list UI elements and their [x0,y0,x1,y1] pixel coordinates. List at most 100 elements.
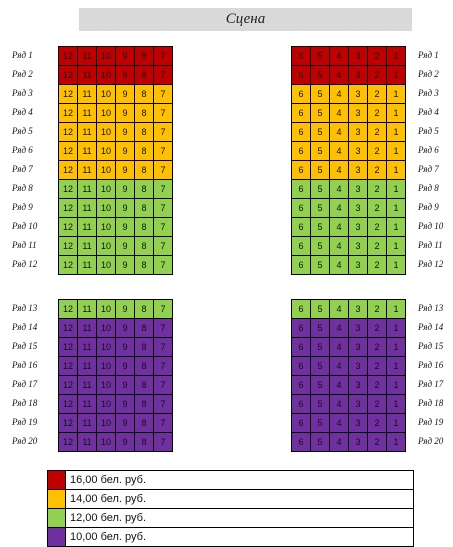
seat[interactable]: 10 [97,300,116,319]
seat[interactable]: 5 [311,218,330,237]
seat[interactable]: 1 [387,142,406,161]
seat[interactable]: 4 [330,218,349,237]
seat[interactable]: 4 [330,47,349,66]
seat[interactable]: 3 [349,47,368,66]
seat[interactable]: 9 [116,142,135,161]
seat[interactable]: 11 [78,357,97,376]
seat[interactable]: 1 [387,237,406,256]
seat[interactable]: 3 [349,376,368,395]
seat[interactable]: 11 [78,104,97,123]
seat[interactable]: 7 [154,395,173,414]
seat[interactable]: 7 [154,47,173,66]
seat[interactable]: 10 [97,338,116,357]
seat[interactable]: 2 [368,357,387,376]
seat[interactable]: 5 [311,357,330,376]
seat[interactable]: 9 [116,376,135,395]
seat[interactable]: 3 [349,256,368,275]
seat[interactable]: 1 [387,66,406,85]
seat[interactable]: 5 [311,104,330,123]
seat[interactable]: 7 [154,142,173,161]
seat[interactable]: 10 [97,433,116,452]
seat[interactable]: 2 [368,218,387,237]
seat[interactable]: 6 [292,237,311,256]
seat[interactable]: 8 [135,104,154,123]
seat[interactable]: 9 [116,237,135,256]
seat[interactable]: 10 [97,142,116,161]
seat[interactable]: 7 [154,300,173,319]
seat[interactable]: 11 [78,180,97,199]
seat[interactable]: 6 [292,47,311,66]
seat[interactable]: 1 [387,395,406,414]
seat[interactable]: 7 [154,199,173,218]
seat[interactable]: 1 [387,256,406,275]
seat[interactable]: 6 [292,199,311,218]
seat[interactable]: 10 [97,414,116,433]
seat[interactable]: 11 [78,338,97,357]
seat[interactable]: 3 [349,338,368,357]
seat[interactable]: 12 [59,123,78,142]
seat[interactable]: 7 [154,180,173,199]
seat[interactable]: 2 [368,123,387,142]
seat[interactable]: 9 [116,357,135,376]
seat[interactable]: 7 [154,104,173,123]
seat[interactable]: 8 [135,123,154,142]
seat[interactable]: 4 [330,319,349,338]
seat[interactable]: 2 [368,66,387,85]
seat[interactable]: 12 [59,85,78,104]
seat[interactable]: 7 [154,256,173,275]
seat[interactable]: 1 [387,338,406,357]
seat[interactable]: 2 [368,338,387,357]
seat[interactable]: 12 [59,300,78,319]
seat[interactable]: 1 [387,376,406,395]
seat[interactable]: 7 [154,218,173,237]
seat[interactable]: 1 [387,161,406,180]
seat[interactable]: 10 [97,237,116,256]
seat[interactable]: 8 [135,66,154,85]
seat[interactable]: 9 [116,161,135,180]
seat[interactable]: 8 [135,395,154,414]
seat[interactable]: 7 [154,85,173,104]
seat[interactable]: 8 [135,256,154,275]
seat[interactable]: 5 [311,66,330,85]
seat[interactable]: 10 [97,123,116,142]
seat[interactable]: 11 [78,218,97,237]
seat[interactable]: 5 [311,395,330,414]
seat[interactable]: 3 [349,85,368,104]
seat[interactable]: 10 [97,66,116,85]
seat[interactable]: 4 [330,142,349,161]
seat[interactable]: 10 [97,256,116,275]
seat[interactable]: 9 [116,414,135,433]
seat[interactable]: 6 [292,66,311,85]
seat[interactable]: 10 [97,85,116,104]
seat[interactable]: 4 [330,104,349,123]
seat[interactable]: 6 [292,104,311,123]
seat[interactable]: 11 [78,47,97,66]
seat[interactable]: 12 [59,180,78,199]
seat[interactable]: 5 [311,47,330,66]
seat[interactable]: 12 [59,199,78,218]
seat[interactable]: 1 [387,104,406,123]
seat[interactable]: 6 [292,180,311,199]
seat[interactable]: 5 [311,123,330,142]
seat[interactable]: 2 [368,433,387,452]
seat[interactable]: 6 [292,357,311,376]
seat[interactable]: 9 [116,300,135,319]
seat[interactable]: 1 [387,180,406,199]
seat[interactable]: 4 [330,180,349,199]
seat[interactable]: 4 [330,85,349,104]
seat[interactable]: 10 [97,199,116,218]
seat[interactable]: 5 [311,237,330,256]
seat[interactable]: 11 [78,414,97,433]
seat[interactable]: 9 [116,338,135,357]
seat[interactable]: 11 [78,256,97,275]
seat[interactable]: 10 [97,376,116,395]
seat[interactable]: 5 [311,161,330,180]
seat[interactable]: 12 [59,319,78,338]
seat[interactable]: 4 [330,338,349,357]
seat[interactable]: 4 [330,395,349,414]
seat[interactable]: 5 [311,180,330,199]
seat[interactable]: 6 [292,395,311,414]
seat[interactable]: 5 [311,142,330,161]
seat[interactable]: 4 [330,256,349,275]
seat[interactable]: 1 [387,300,406,319]
